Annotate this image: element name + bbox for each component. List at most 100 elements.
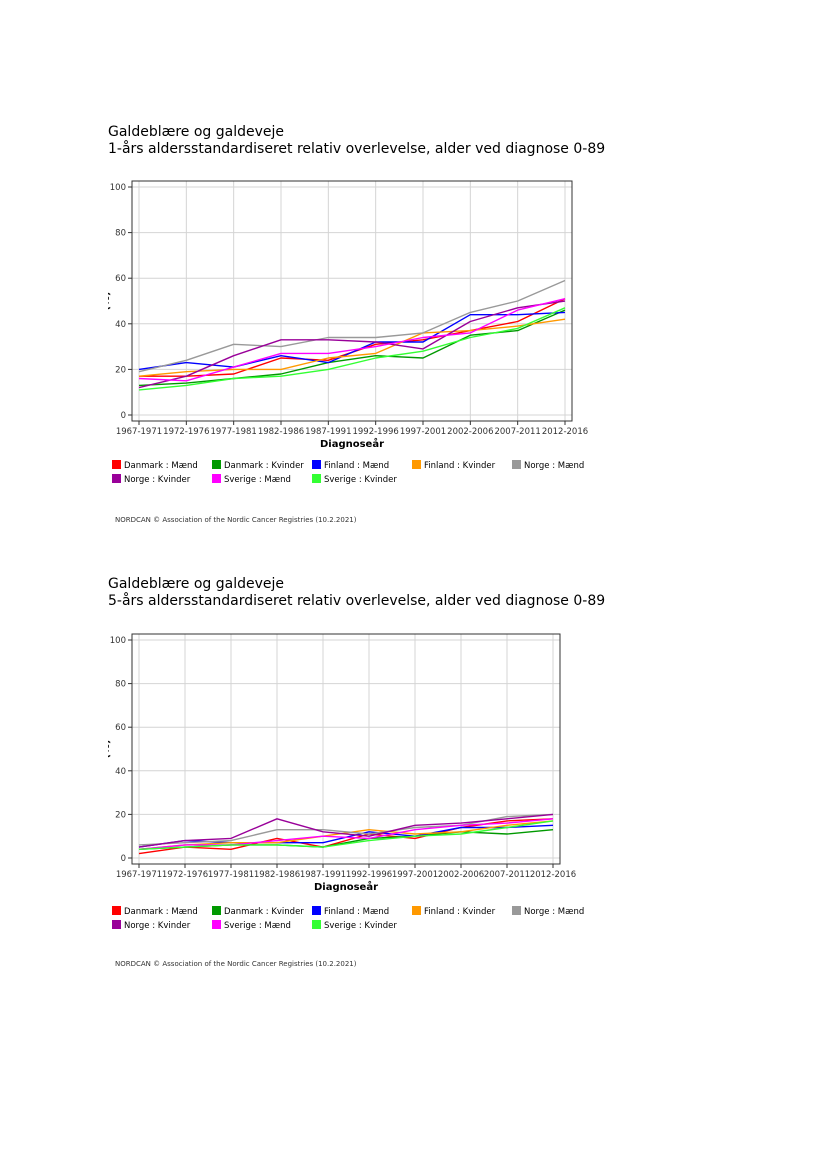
legend-swatch [212, 920, 221, 929]
legend-swatch [212, 474, 221, 483]
x-tick-label: 1982-1986 [254, 870, 300, 880]
x-axis-label: Diagnoseår [320, 437, 384, 450]
legend-label: Norge : Kvinder [124, 475, 191, 485]
x-tick-label: 1997-2001 [392, 870, 438, 880]
x-tick-label: 2002-2006 [447, 427, 493, 437]
x-axis-label: Diagnoseår [314, 880, 378, 893]
y-tick-label: 20 [115, 810, 126, 820]
chart-1-title: Galdeblære og galdeveje [108, 124, 285, 140]
legend-label: Finland : Kvinder [424, 907, 496, 917]
y-axis-label: (%) [108, 739, 112, 758]
series-line-8 [138, 307, 566, 391]
legend-label: Sverige : Kvinder [324, 475, 397, 485]
series-line-4 [138, 318, 566, 377]
legend-label: Finland : Kvinder [424, 461, 496, 471]
legend-item: Sverige : Mænd [212, 474, 291, 485]
legend-swatch [512, 460, 521, 469]
legend-item: Finland : Mænd [312, 460, 389, 471]
legend-item: Finland : Kvinder [412, 460, 495, 471]
legend-swatch [312, 474, 321, 483]
y-tick-label: 0 [121, 854, 126, 864]
legend-label: Sverige : Mænd [224, 921, 291, 931]
legend-swatch [112, 920, 121, 929]
legend-swatch [112, 460, 121, 469]
plot-frame [131, 180, 573, 422]
series-line-8 [138, 820, 554, 850]
series-line-6 [138, 300, 566, 389]
y-tick-label: 80 [115, 680, 126, 690]
legend-label: Finland : Mænd [324, 461, 390, 471]
legend-swatch [312, 906, 321, 915]
plot-border [131, 180, 573, 422]
legend-item: Danmark : Kvinder [212, 906, 304, 917]
legend-swatch [412, 906, 421, 915]
chart-2-title: Galdeblære og galdeveje [108, 576, 285, 592]
chart-1-footer: NORDCAN © Association of the Nordic Canc… [115, 516, 357, 524]
x-tick-label: 1997-2001 [400, 427, 446, 437]
y-tick-label: 60 [115, 274, 126, 284]
x-tick-label: 1992-1996 [346, 870, 392, 880]
legend-label: Danmark : Kvinder [224, 461, 304, 471]
y-tick-label: 100 [110, 183, 126, 193]
legend-item: Danmark : Mænd [112, 906, 198, 917]
legend-label: Danmark : Mænd [124, 461, 198, 471]
x-tick-label: 2012-2016 [530, 870, 576, 880]
y-tick-label: 40 [115, 320, 126, 330]
x-tick-label: 1977-1981 [208, 870, 254, 880]
legend-label: Danmark : Kvinder [224, 907, 304, 917]
chart-2-subtitle: 5-års aldersstandardiseret relativ overl… [108, 593, 606, 609]
y-axis-label: (%) [108, 291, 112, 310]
series-line-7 [138, 818, 554, 850]
legend-item: Danmark : Kvinder [212, 460, 304, 471]
x-tick-label: 1967-1971 [116, 427, 162, 437]
y-tick-label: 0 [121, 411, 126, 421]
legend-label: Finland : Mænd [324, 907, 390, 917]
legend-swatch [212, 460, 221, 469]
legend-item: Danmark : Mænd [112, 460, 198, 471]
series-line-4 [138, 820, 554, 850]
x-tick-label: 1992-1996 [352, 427, 398, 437]
legend-swatch [412, 460, 421, 469]
series-line-6 [138, 813, 554, 848]
legend-item: Finland : Mænd [312, 906, 389, 917]
y-tick-label: 40 [115, 767, 126, 777]
x-tick-label: 1982-1986 [258, 427, 304, 437]
legend-swatch [312, 920, 321, 929]
legend-label: Sverige : Kvinder [324, 921, 397, 931]
legend-item: Norge : Mænd [512, 906, 584, 917]
legend-swatch [112, 906, 121, 915]
x-tick-label: 1977-1981 [210, 427, 256, 437]
x-tick-label: 1987-1991 [300, 870, 346, 880]
x-tick-label: 2002-2006 [438, 870, 484, 880]
x-tick-label: 1972-1976 [162, 870, 208, 880]
x-tick-label: 2012-2016 [542, 427, 588, 437]
legend-label: Norge : Kvinder [124, 921, 191, 931]
plot-border [131, 633, 561, 865]
x-tick-label: 2007-2011 [494, 427, 540, 437]
legend-item: Sverige : Kvinder [312, 920, 397, 931]
legend-label: Sverige : Mænd [224, 475, 291, 485]
chart-2-footer: NORDCAN © Association of the Nordic Canc… [115, 960, 357, 968]
legend-swatch [512, 906, 521, 915]
y-tick-label: 100 [110, 636, 126, 646]
series-line-7 [138, 298, 566, 382]
legend-label: Norge : Mænd [524, 461, 585, 471]
chart-1-block: Galdeblære og galdeveje 1-års aldersstan… [108, 124, 728, 534]
legend-item: Norge : Mænd [512, 460, 584, 471]
series-line-5 [138, 279, 566, 373]
legend-swatch [312, 460, 321, 469]
x-tick-label: 1972-1976 [163, 427, 209, 437]
legend-item: Sverige : Kvinder [312, 474, 397, 485]
legend-label: Norge : Mænd [524, 907, 585, 917]
legend-item: Finland : Kvinder [412, 906, 495, 917]
x-tick-label: 1987-1991 [305, 427, 351, 437]
legend-item: Norge : Kvinder [112, 474, 190, 485]
y-tick-label: 20 [115, 365, 126, 375]
legend-item: Norge : Kvinder [112, 920, 190, 931]
y-tick-label: 60 [115, 723, 126, 733]
legend-swatch [212, 906, 221, 915]
y-tick-label: 80 [115, 229, 126, 239]
legend-swatch [112, 474, 121, 483]
